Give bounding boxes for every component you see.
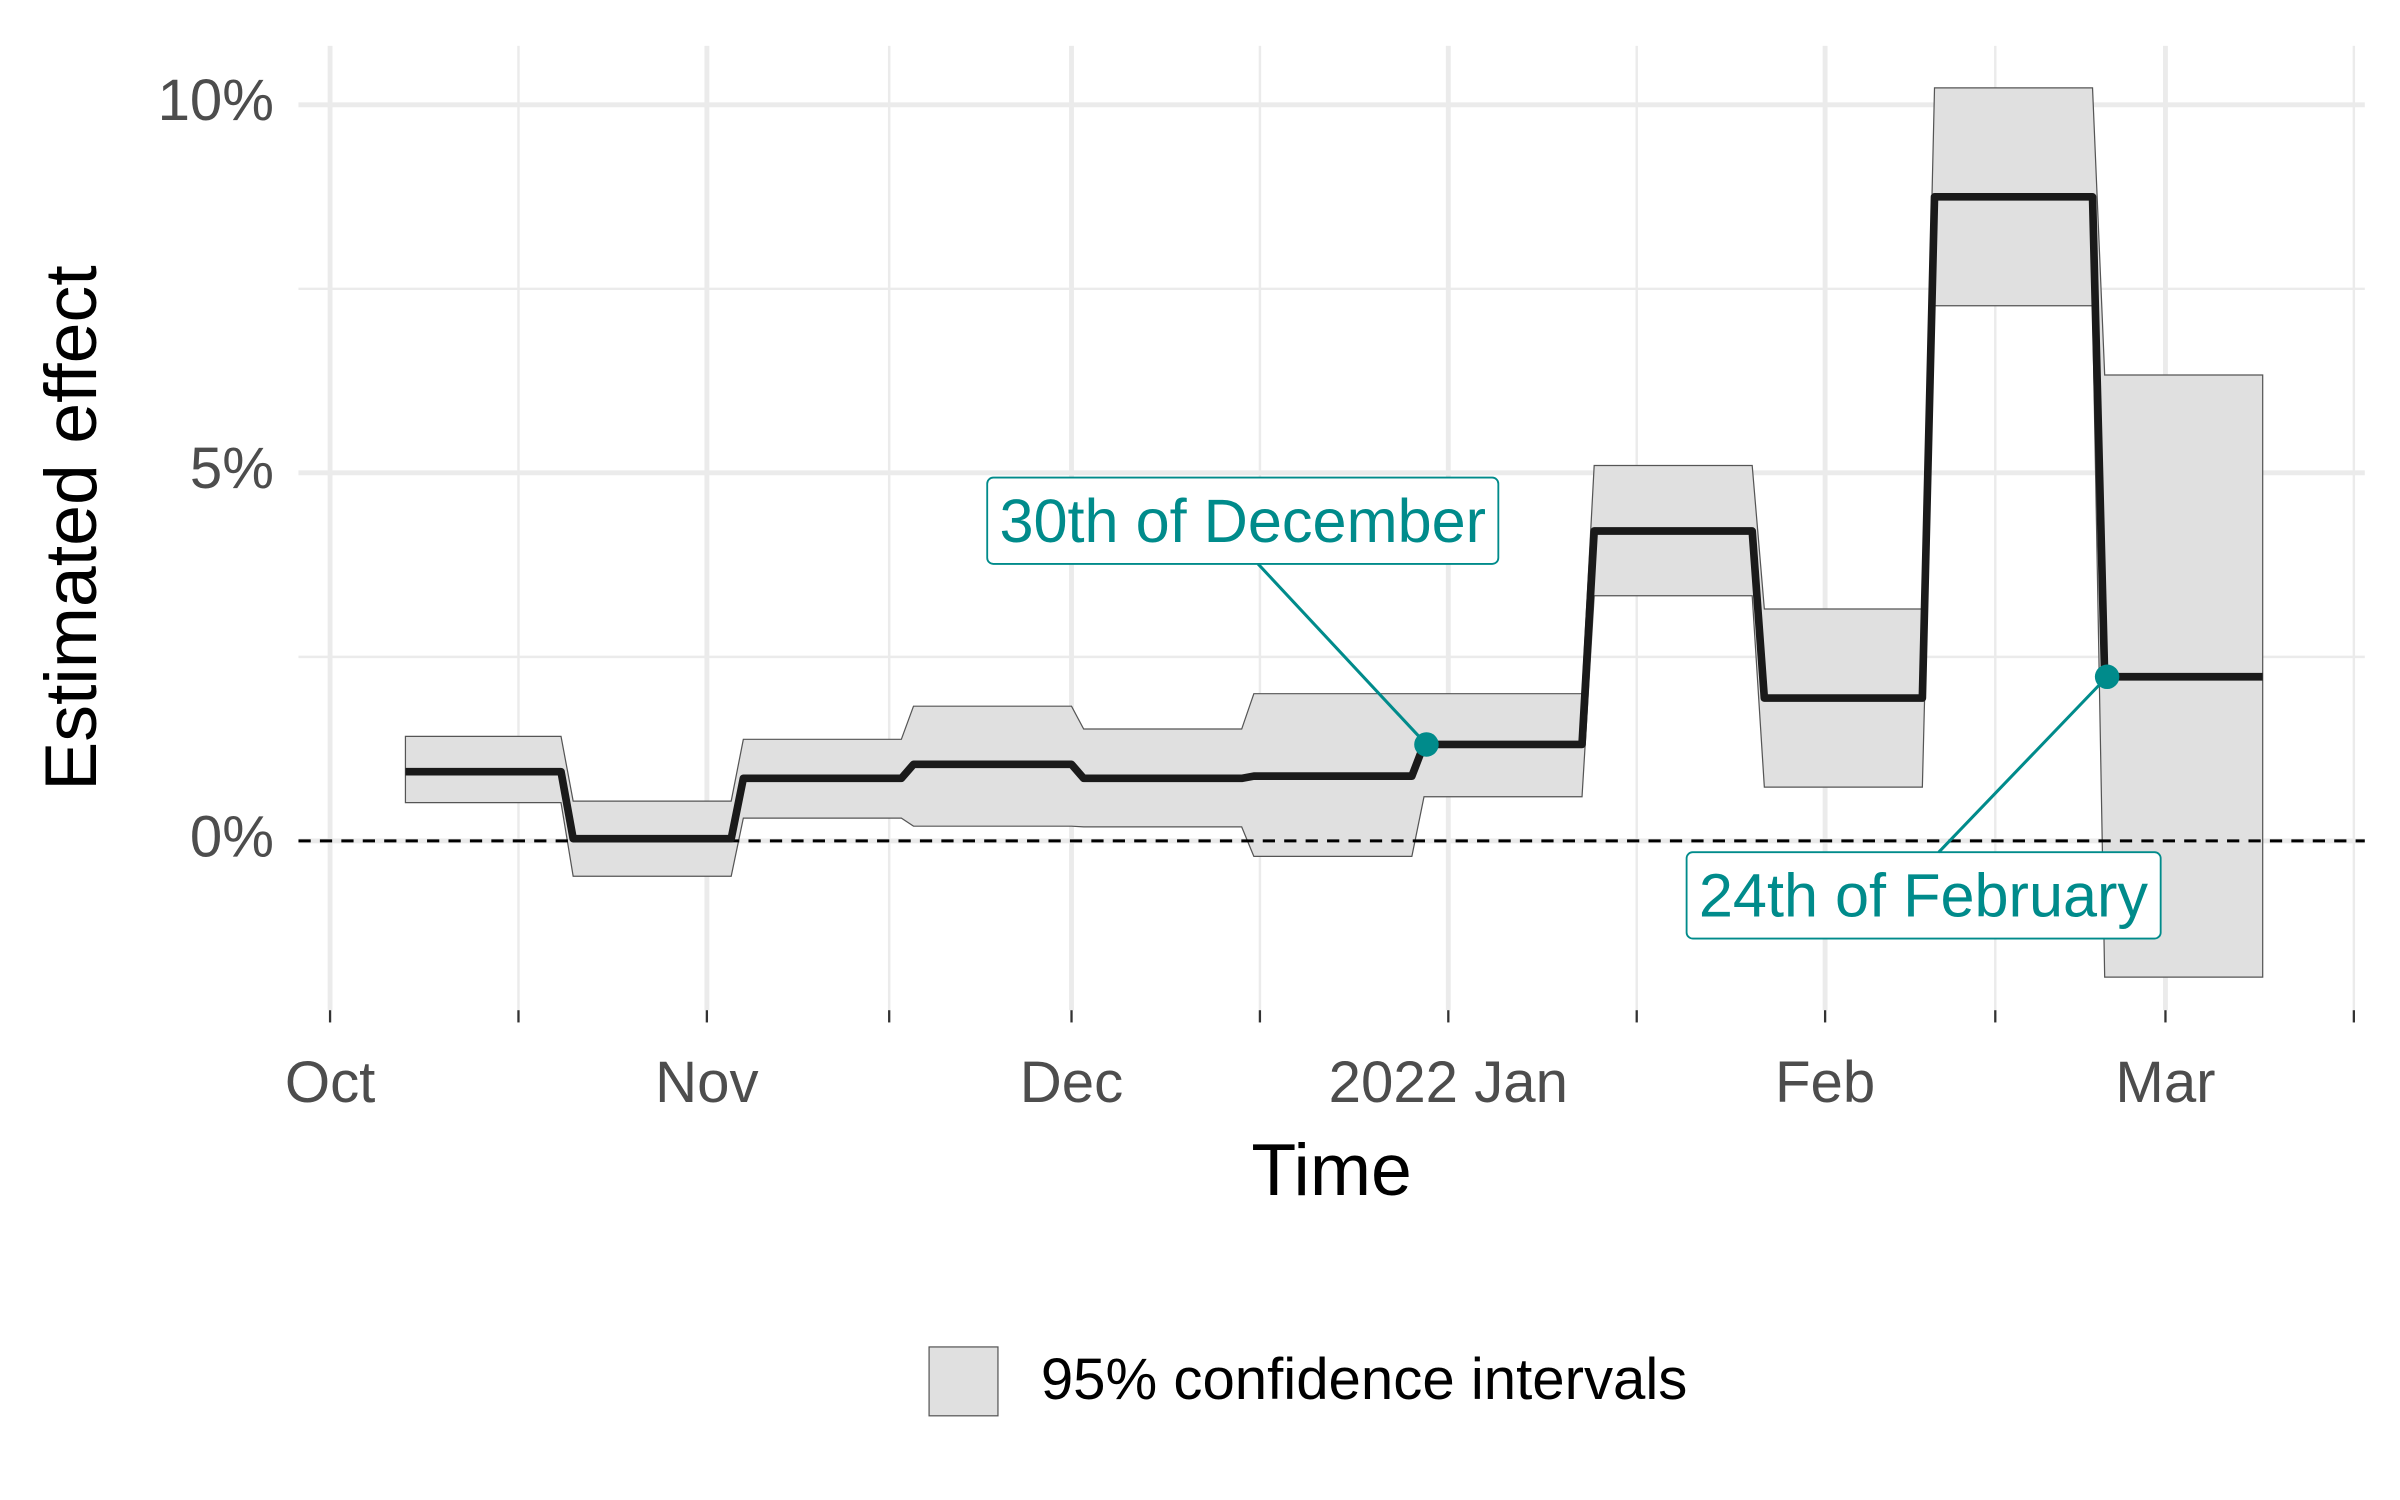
legend-swatch bbox=[928, 1346, 999, 1417]
x-tick-label: Dec bbox=[1020, 1050, 1123, 1115]
annotation-point bbox=[1414, 732, 1439, 757]
x-tick-label: Feb bbox=[1775, 1050, 1875, 1115]
legend-label: 95% confidence intervals bbox=[1041, 1347, 1688, 1412]
annotation-box bbox=[986, 476, 1500, 565]
x-tick-label: Mar bbox=[2115, 1050, 2215, 1115]
annotation: 30th of December bbox=[986, 476, 1500, 757]
effect-line bbox=[405, 192, 2263, 843]
y-tick-label: 5% bbox=[190, 436, 274, 501]
x-axis-title: Time bbox=[1251, 1128, 1411, 1211]
x-tick-label: 2022 Jan bbox=[1329, 1050, 1568, 1115]
annotation-label: 24th of February bbox=[1699, 861, 2149, 929]
y-tick-label: 0% bbox=[190, 804, 274, 869]
x-tick-label: Nov bbox=[655, 1050, 758, 1115]
annotation-box bbox=[1685, 851, 2162, 940]
annotation-label: 30th of December bbox=[999, 487, 1486, 555]
annotation-point bbox=[2094, 664, 2120, 689]
annotation: 24th of February bbox=[1685, 664, 2162, 940]
annotation-connector bbox=[1937, 675, 2109, 854]
confidence-band bbox=[404, 87, 2264, 978]
y-tick-label: 10% bbox=[158, 68, 274, 133]
y-axis-title: Estimated effect bbox=[29, 265, 112, 790]
annotation-connector bbox=[1256, 562, 1428, 746]
x-tick-label: Oct bbox=[285, 1050, 375, 1115]
